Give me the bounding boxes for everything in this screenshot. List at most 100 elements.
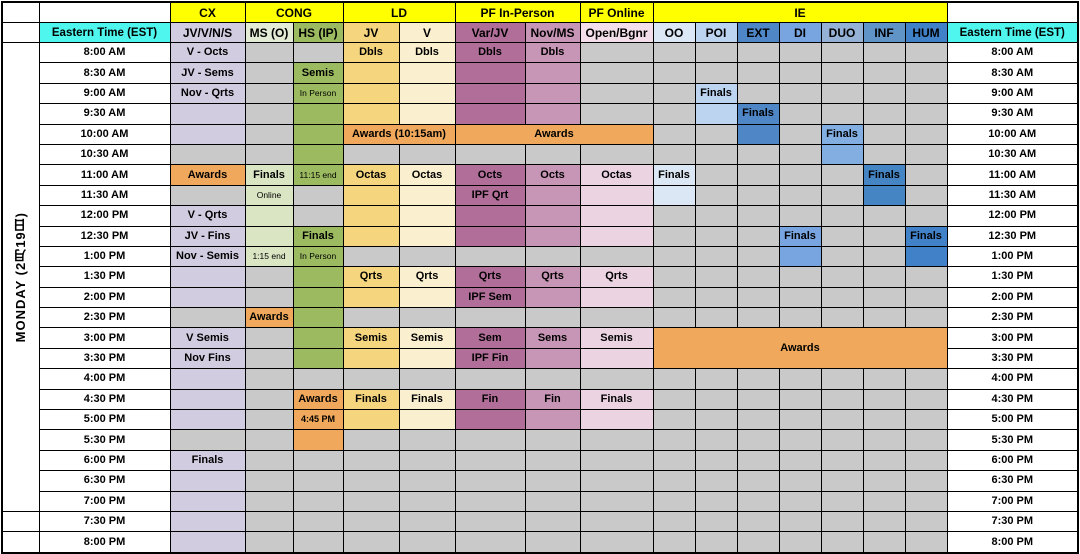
cell-cong-hs: [292, 510, 344, 533]
schedule-row: 6:30 PM 6:30 PM: [2, 470, 1079, 492]
cell-ie-inf: [862, 531, 906, 554]
cell-ie-poi: [694, 388, 738, 411]
cell-ie-duo: [820, 531, 864, 554]
cell-pf-nov-ms: [524, 286, 581, 309]
cell-cong-hs: Semis: [292, 62, 344, 84]
cell-ie-oo: [652, 368, 696, 390]
cell-ie-oo: [652, 266, 696, 288]
cell-ld-jv: [342, 62, 400, 84]
cell-ie-di: [778, 470, 822, 492]
group-header-ld: LD: [342, 1, 456, 23]
cell-ie-hum: [904, 286, 948, 309]
cell-ie-di: [778, 286, 822, 309]
cell-cong-ms: [244, 510, 294, 533]
cell-cong-ms: [244, 41, 294, 64]
cell-pf-open-bgnr: [579, 184, 654, 207]
cell-pf-var-jv: [454, 531, 526, 554]
cell-cx: [169, 388, 246, 411]
cell-cong-hs: In Person: [292, 82, 344, 105]
cell-cong-ms: [244, 62, 294, 84]
schedule-row: 6:00 PM Finals 6:00 PM: [2, 449, 1079, 472]
cell-ie-ext: [736, 62, 780, 84]
cell-ld-v: Semis: [398, 327, 456, 349]
time-cell-left: 7:00 PM: [38, 490, 171, 512]
cell-ie-duo: [820, 62, 864, 84]
cell-ie-inf: [862, 184, 906, 207]
day-label: MONDAY (2月19日): [13, 211, 29, 343]
cell-pf-var-jv: [454, 143, 526, 166]
cell-ie-di: [778, 82, 822, 105]
cell-ld-jv: [342, 347, 400, 370]
cell-ld-jv: [342, 205, 400, 227]
cell-ld-jv: [342, 307, 400, 329]
group-header-row: CX CONG LD PF In-Person PF Online IE: [1, 1, 1079, 23]
cell-pf-nov-ms: [524, 429, 581, 451]
cell-ie-poi: [694, 62, 738, 84]
cell-cong-ms: [244, 388, 294, 411]
cell-ld-jv: [342, 103, 400, 125]
cell-ie-oo: [652, 123, 696, 145]
cell-ie-poi: [694, 531, 738, 554]
cell-cong-hs: [292, 368, 344, 390]
cell-cong-ms: [244, 368, 294, 390]
cell-ld-jv: Semis: [342, 327, 400, 349]
cell-ie-di: [778, 184, 822, 207]
cell-cong-hs: 4:45 PM: [292, 409, 344, 431]
cell-cong-ms: Finals: [244, 164, 294, 186]
cell-ie-oo: [652, 82, 696, 105]
time-cell-right: 9:00 AM: [946, 82, 1079, 105]
cell-cong-hs: [292, 307, 344, 329]
cell-pf-open-bgnr: [579, 470, 654, 492]
cell-pf-nov-ms: [524, 143, 581, 166]
cell-ie-inf: [862, 245, 906, 268]
cell-ld-v: [398, 347, 456, 370]
cell-ld-v: [398, 245, 456, 268]
cell-cx: [169, 286, 246, 309]
col-header-ie-ext: EXT: [736, 22, 780, 43]
cell-pf-open-bgnr: Finals: [579, 388, 654, 411]
cell-cx: [169, 103, 246, 125]
schedule-row: 5:00 PM 4:45 PM 5:00 PM: [2, 409, 1079, 431]
time-cell-left: 5:00 PM: [38, 409, 171, 431]
cell-ld-jv: [342, 225, 400, 247]
cell-cong-hs: [292, 184, 344, 207]
cell-cx: [169, 531, 246, 554]
cell-ie-duo: [820, 225, 864, 247]
cell-cx: V - Qrts: [169, 205, 246, 227]
col-header-ie-inf: INF: [862, 22, 906, 43]
schedule-row: 8:30 AM JV - Sems Semis 8:30 AM: [2, 62, 1079, 84]
cell-cong-ms: [244, 429, 294, 451]
schedule-row: 11:30 AM Online IPF Qrt 11:30 AM: [2, 184, 1079, 207]
cell-ie-duo: [820, 245, 864, 268]
schedule-row: 12:30 PM JV - Fins Finals Finals Finals 12:30…: [2, 225, 1079, 247]
cell-ie-poi: [694, 368, 738, 390]
cell-cong-hs: [292, 470, 344, 492]
cell-ld-jv: [342, 531, 400, 554]
cell-ie-duo: [820, 368, 864, 390]
spacer-cell: [1, 531, 40, 554]
cell-ie-duo: [820, 82, 864, 105]
cell-ie-hum: [904, 388, 948, 411]
cell-ie-duo: [820, 429, 864, 451]
col-header-cx-divisions: JV/V/N/S: [169, 22, 246, 43]
cell-pf-var-jv: [454, 245, 526, 268]
cell-ld-v: [398, 409, 456, 431]
cell-ie-poi: [694, 205, 738, 227]
cell-pf-var-jv: Fin: [454, 388, 526, 411]
group-header-cong: CONG: [244, 1, 344, 23]
time-cell-left: 10:00 AM: [38, 123, 171, 145]
cell-ie-ext: [736, 470, 780, 492]
cell-ld-jv: [342, 82, 400, 105]
schedule-row: 12:00 PM V - Qrts 12:00 PM: [2, 205, 1079, 227]
cell-pf-var-jv: Sem: [454, 327, 526, 349]
cell-ie-hum: [904, 184, 948, 207]
cell-ie-ext: [736, 368, 780, 390]
cell-ie-ext: [736, 531, 780, 554]
cell-ie-inf: [862, 225, 906, 247]
time-cell-right: 2:00 PM: [946, 286, 1079, 309]
cell-cong-ms: [244, 449, 294, 472]
cell-pf-var-jv: [454, 82, 526, 105]
time-cell-right: 4:30 PM: [946, 388, 1079, 411]
cell-ie-hum: [904, 429, 948, 451]
cell-cong-ms: [244, 143, 294, 166]
